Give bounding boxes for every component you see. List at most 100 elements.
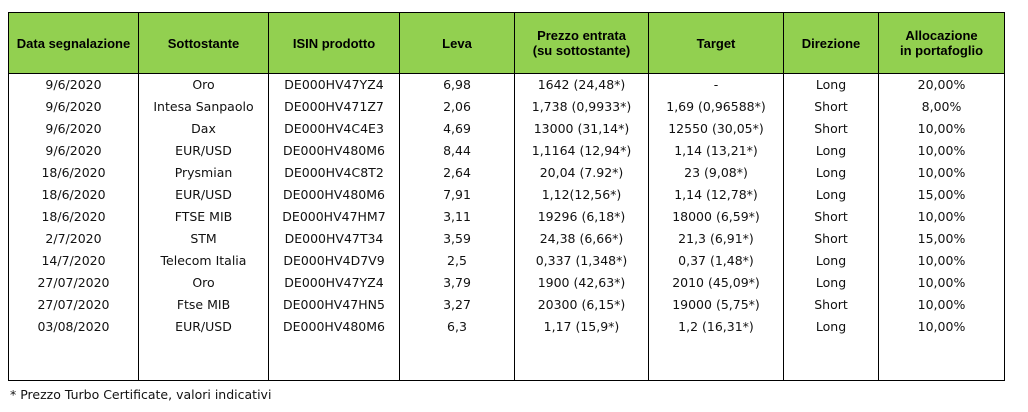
entry-price-cell: 19296 (6,18*) <box>514 206 649 228</box>
header-line: (su sottostante) <box>532 43 631 58</box>
target-cell: 1,69 (0,96588*) <box>648 96 784 118</box>
direction-cell: Short <box>783 96 879 118</box>
leverage-cell: 2,5 <box>399 250 515 272</box>
target-cell: 19000 (5,75*) <box>648 294 784 316</box>
underlying-cell: Oro <box>138 73 269 96</box>
leverage-cell: 3,11 <box>399 206 515 228</box>
header-data-segnalazione: Data segnalazione <box>8 12 139 74</box>
allocation-cell: 10,00% <box>878 118 1005 140</box>
isin-cell: DE000HV471Z7 <box>268 96 400 118</box>
date-cell: 9/6/2020 <box>8 140 139 162</box>
table-row: 14/7/2020 Telecom Italia DE000HV4D7V9 2,5 0,… <box>8 250 1005 272</box>
isin-cell: DE000HV47YZ4 <box>268 73 400 96</box>
direction-cell: Short <box>783 118 879 140</box>
allocation-cell: 10,00% <box>878 272 1005 294</box>
target-cell: 12550 (30,05*) <box>648 118 784 140</box>
entry-price-cell: 20300 (6,15*) <box>514 294 649 316</box>
entry-price-cell: 1642 (24,48*) <box>514 73 649 96</box>
underlying-cell: EUR/USD <box>138 316 269 338</box>
empty-cell <box>514 338 649 381</box>
table-row: 27/07/2020 Oro DE000HV47YZ4 3,79 1900 (42,63… <box>8 272 1005 294</box>
table-body: 9/6/2020 Oro DE000HV47YZ4 6,98 1642 (24,48*)… <box>8 73 1005 381</box>
header-line: Allocazione <box>905 28 978 43</box>
direction-cell: Long <box>783 272 879 294</box>
allocation-cell: 15,00% <box>878 184 1005 206</box>
target-cell: - <box>648 73 784 96</box>
header-isin-prodotto: ISIN prodotto <box>268 12 400 74</box>
target-cell: 18000 (6,59*) <box>648 206 784 228</box>
table-row: 9/6/2020 Oro DE000HV47YZ4 6,98 1642 (24,48*)… <box>8 73 1005 96</box>
header-leva: Leva <box>399 12 515 74</box>
target-cell: 0,37 (1,48*) <box>648 250 784 272</box>
empty-cell <box>399 338 515 381</box>
leverage-cell: 6,3 <box>399 316 515 338</box>
header-line: Direzione <box>801 35 861 51</box>
header-line: in portafoglio <box>899 43 984 58</box>
empty-cell <box>138 338 269 381</box>
direction-cell: Short <box>783 228 879 250</box>
empty-cell <box>648 338 784 381</box>
header-target: Target <box>648 12 784 74</box>
table-row: 2/7/2020 STM DE000HV47T34 3,59 24,38 (6,66*)… <box>8 228 1005 250</box>
isin-cell: DE000HV4C4E3 <box>268 118 400 140</box>
isin-cell: DE000HV47HN5 <box>268 294 400 316</box>
target-cell: 1,14 (12,78*) <box>648 184 784 206</box>
direction-cell: Long <box>783 250 879 272</box>
target-cell: 2010 (45,09*) <box>648 272 784 294</box>
date-cell: 9/6/2020 <box>8 73 139 96</box>
header-row: Data segnalazione Sottostante ISIN prodott… <box>8 12 1005 74</box>
date-cell: 9/6/2020 <box>8 96 139 118</box>
leverage-cell: 7,91 <box>399 184 515 206</box>
direction-cell: Short <box>783 206 879 228</box>
underlying-cell: EUR/USD <box>138 140 269 162</box>
direction-cell: Long <box>783 162 879 184</box>
isin-cell: DE000HV4C8T2 <box>268 162 400 184</box>
header-prezzo-entrata: Prezzo entrata (su sottostante) <box>514 12 649 74</box>
underlying-cell: EUR/USD <box>138 184 269 206</box>
allocation-cell: 10,00% <box>878 140 1005 162</box>
entry-price-cell: 24,38 (6,66*) <box>514 228 649 250</box>
underlying-cell: Prysmian <box>138 162 269 184</box>
header-line: Prezzo entrata <box>537 28 626 43</box>
date-cell: 14/7/2020 <box>8 250 139 272</box>
allocation-cell: 10,00% <box>878 162 1005 184</box>
underlying-cell: Ftse MIB <box>138 294 269 316</box>
leverage-cell: 3,59 <box>399 228 515 250</box>
target-cell: 1,14 (13,21*) <box>648 140 784 162</box>
date-cell: 27/07/2020 <box>8 272 139 294</box>
allocation-cell: 10,00% <box>878 294 1005 316</box>
date-cell: 9/6/2020 <box>8 118 139 140</box>
direction-cell: Long <box>783 184 879 206</box>
date-cell: 18/6/2020 <box>8 206 139 228</box>
table-row: 9/6/2020 Dax DE000HV4C4E3 4,69 13000 (31,14*… <box>8 118 1005 140</box>
leverage-cell: 6,98 <box>399 73 515 96</box>
entry-price-cell: 20,04 (7.92*) <box>514 162 649 184</box>
isin-cell: DE000HV480M6 <box>268 316 400 338</box>
header-direzione: Direzione <box>783 12 879 74</box>
header-line: Target <box>696 35 736 51</box>
entry-price-cell: 1900 (42,63*) <box>514 272 649 294</box>
underlying-cell: Dax <box>138 118 269 140</box>
direction-cell: Long <box>783 73 879 96</box>
isin-cell: DE000HV480M6 <box>268 140 400 162</box>
direction-cell: Short <box>783 294 879 316</box>
header-line: ISIN prodotto <box>292 35 376 51</box>
allocation-cell: 10,00% <box>878 206 1005 228</box>
table-row: 18/6/2020 FTSE MIB DE000HV47HM7 3,11 19296 (… <box>8 206 1005 228</box>
header-allocazione: Allocazione in portafoglio <box>878 12 1005 74</box>
table-row: 18/6/2020 EUR/USD DE000HV480M6 7,91 1,12(12,… <box>8 184 1005 206</box>
empty-cell <box>878 338 1005 381</box>
underlying-cell: Oro <box>138 272 269 294</box>
header-line: Sottostante <box>167 35 240 51</box>
empty-cell <box>268 338 400 381</box>
allocation-cell: 20,00% <box>878 73 1005 96</box>
isin-cell: DE000HV4D7V9 <box>268 250 400 272</box>
allocation-cell: 10,00% <box>878 250 1005 272</box>
target-cell: 23 (9,08*) <box>648 162 784 184</box>
table-row: 27/07/2020 Ftse MIB DE000HV47HN5 3,27 20300 … <box>8 294 1005 316</box>
table-row: 18/6/2020 Prysmian DE000HV4C8T2 2,64 20,04 (… <box>8 162 1005 184</box>
isin-cell: DE000HV47T34 <box>268 228 400 250</box>
empty-cell <box>8 338 139 381</box>
entry-price-cell: 1,17 (15,9*) <box>514 316 649 338</box>
isin-cell: DE000HV47HM7 <box>268 206 400 228</box>
